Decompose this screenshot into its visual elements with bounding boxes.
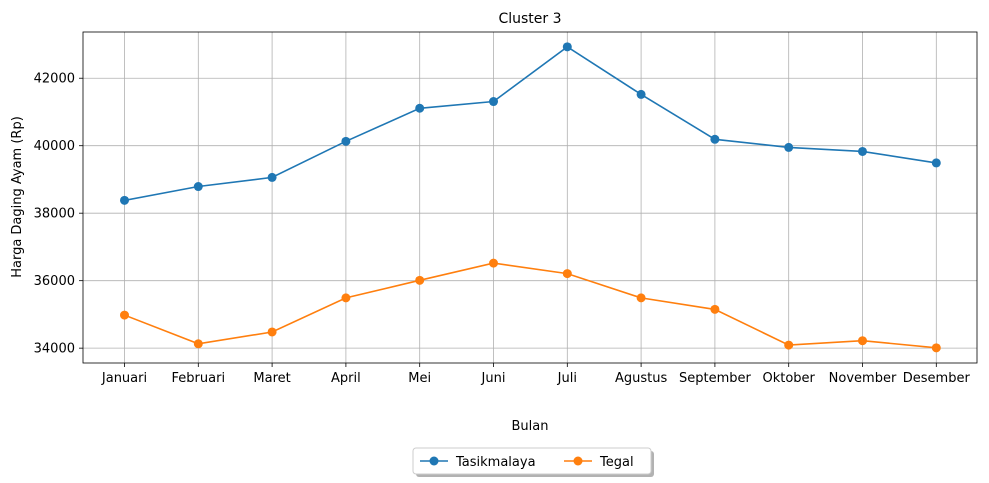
data-point-tegal: [784, 340, 794, 350]
data-point-tasikmalaya: [784, 142, 794, 152]
x-axis: Januari Februari Maret April Mei Juni Juli Agus…: [101, 363, 971, 386]
series-tasikmalaya: [120, 42, 941, 205]
x-tick-label: Februari: [172, 371, 226, 386]
x-tick-label: Maret: [253, 371, 290, 386]
grid-lines: [83, 32, 977, 363]
data-point-tegal: [341, 293, 351, 303]
data-point-tasikmalaya: [710, 134, 720, 144]
y-tick-label: 34000: [34, 342, 75, 357]
data-point-tasikmalaya: [636, 89, 646, 99]
data-point-tegal: [489, 258, 498, 268]
legend-box: [412, 447, 652, 475]
data-point-tasikmalaya: [267, 172, 277, 182]
legend: Tasikmalaya Tegal: [412, 447, 654, 477]
data-point-tegal: [710, 304, 720, 314]
y-tick-label: 40000: [34, 139, 75, 154]
series-line-tasikmalaya: [124, 45, 937, 202]
x-axis-label: Bulan: [512, 419, 549, 434]
x-tick-label: Oktober: [762, 371, 815, 386]
data-point-tegal: [931, 343, 941, 353]
series-line-tegal: [124, 262, 937, 349]
data-point-tegal: [193, 339, 203, 349]
data-point-tasikmalaya: [562, 42, 572, 52]
x-tick-label: Juli: [557, 371, 577, 386]
x-tick-label: Juni: [481, 371, 506, 386]
data-point-tegal: [267, 327, 277, 337]
data-point-tasikmalaya: [489, 97, 498, 107]
y-tick-label: 36000: [34, 274, 75, 289]
y-tick-label: 42000: [34, 72, 75, 87]
x-tick-label: Mei: [408, 371, 431, 386]
legend-label-tasikmalaya: Tasikmalaya: [455, 455, 536, 470]
legend-marker-tegal: [573, 456, 583, 466]
plot-frame: [82, 31, 978, 364]
data-point-tegal: [415, 275, 425, 285]
data-point-tasikmalaya: [858, 146, 867, 156]
series-tegal: [120, 258, 941, 353]
series-layer: [120, 42, 941, 353]
data-point-tegal: [562, 269, 572, 279]
data-point-tegal: [120, 310, 129, 320]
legend-marker-tasikmalaya: [429, 456, 439, 466]
x-tick-label: April: [331, 371, 361, 386]
y-axis: 34000 36000 38000 40000 42000: [34, 72, 83, 357]
data-point-tasikmalaya: [193, 182, 203, 192]
y-axis-label: Harga Daging Ayam (Rp): [10, 116, 25, 278]
data-point-tasikmalaya: [341, 136, 351, 146]
data-point-tasikmalaya: [931, 158, 941, 168]
x-tick-label: Desember: [903, 371, 971, 386]
chart-title: Cluster 3: [498, 11, 561, 27]
data-point-tasikmalaya: [120, 195, 129, 205]
x-tick-label: Agustus: [615, 371, 667, 386]
x-tick-label: Januari: [101, 371, 147, 386]
data-point-tegal: [636, 293, 646, 303]
data-point-tasikmalaya: [415, 103, 425, 113]
data-point-tegal: [858, 336, 867, 346]
y-tick-label: 38000: [34, 207, 75, 222]
legend-label-tegal: Tegal: [599, 455, 634, 470]
x-tick-label: September: [679, 371, 752, 386]
x-tick-label: November: [829, 371, 897, 386]
